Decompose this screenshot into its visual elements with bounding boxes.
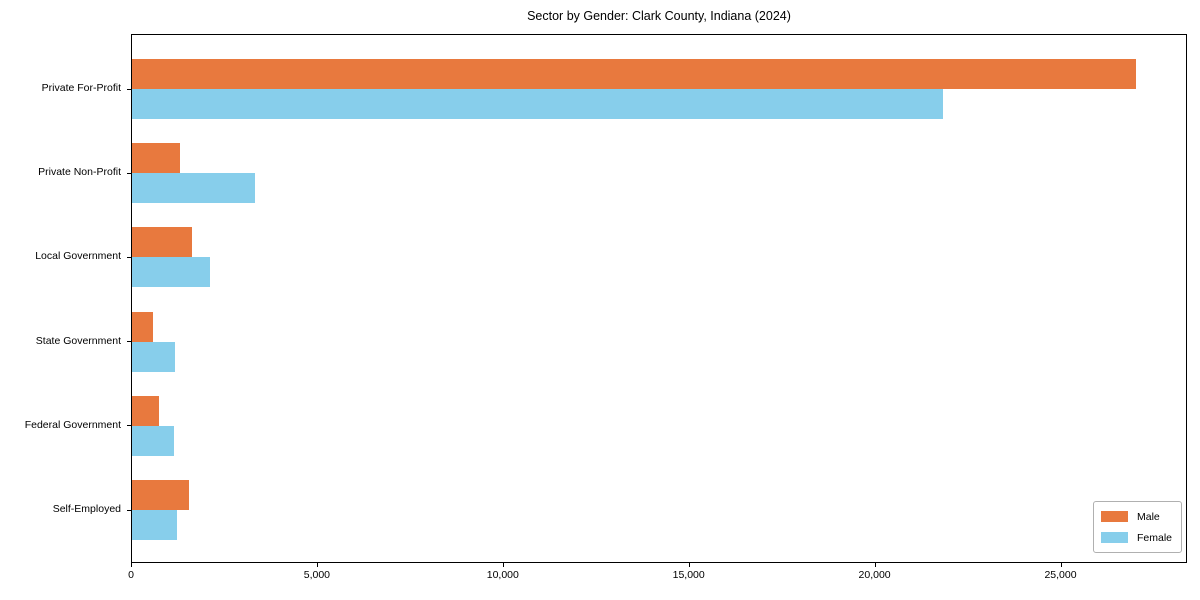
x-tick-mark-0 (131, 563, 132, 567)
y-label-state-government: State Government (35, 334, 121, 347)
x-tick-label-5000: 5,000 (303, 569, 331, 581)
legend-swatch-male (1100, 511, 1128, 522)
x-tick-mark-20000 (874, 563, 876, 567)
bar-male-local-government (132, 227, 192, 258)
bar-female-federal-government (132, 425, 174, 456)
x-tick-label-20000: 20,000 (858, 569, 891, 581)
bar-male-private-non-profit (132, 143, 181, 174)
bar-female-state-government (132, 341, 176, 372)
bar-male-state-government (132, 311, 154, 342)
y-label-private-for-profit: Private For-Profit (41, 82, 121, 94)
y-label-private-non-profit: Private Non-Profit (38, 166, 121, 179)
x-tick-label-0: 0 (128, 569, 134, 581)
y-axis-labels: Private For-Profit Private Non-Profit Loca… (0, 34, 131, 563)
x-tick-mark-15000 (688, 563, 690, 567)
x-axis-ticks: 0 5,000 10,000 15,000 20,000 25,000 (128, 563, 1187, 593)
x-tick-label-25000: 25,000 (1044, 569, 1077, 581)
y-label-local-government: Local Government (35, 250, 121, 263)
y-tick-mark-state-government (127, 341, 132, 343)
y-tick-mark-self-employed (127, 509, 132, 511)
y-tick-mark-private-non-profit (127, 172, 132, 174)
bar-female-private-non-profit (132, 173, 255, 204)
legend: Male Female (1092, 501, 1182, 553)
bar-female-private-for-profit (132, 89, 943, 119)
legend-entry-male: Male (1100, 508, 1172, 525)
x-tick-label-10000: 10,000 (486, 569, 519, 581)
y-label-self-employed: Self-Employed (52, 503, 121, 515)
bar-female-self-employed (132, 510, 177, 540)
plot-area: Male Female (127, 34, 1187, 563)
bar-male-federal-government (132, 395, 159, 426)
x-tick-mark-10000 (502, 563, 504, 567)
bar-male-self-employed (132, 480, 190, 510)
y-label-federal-government: Federal Government (24, 418, 121, 431)
legend-label-male: Male (1136, 510, 1160, 523)
y-tick-mark-private-for-profit (127, 88, 132, 90)
y-tick-mark-federal-government (127, 425, 132, 427)
bar-female-local-government (132, 257, 211, 288)
legend-label-female: Female (1136, 531, 1172, 544)
chart-title: Sector by Gender: Clark County, Indiana … (527, 9, 791, 23)
y-tick-mark-local-government (127, 256, 132, 258)
x-tick-label-15000: 15,000 (672, 569, 705, 581)
bar-male-private-for-profit (132, 59, 1136, 89)
legend-swatch-female (1100, 532, 1128, 543)
x-tick-mark-5000 (316, 563, 318, 567)
legend-entry-female: Female (1100, 529, 1172, 546)
x-tick-mark-25000 (1060, 563, 1062, 567)
